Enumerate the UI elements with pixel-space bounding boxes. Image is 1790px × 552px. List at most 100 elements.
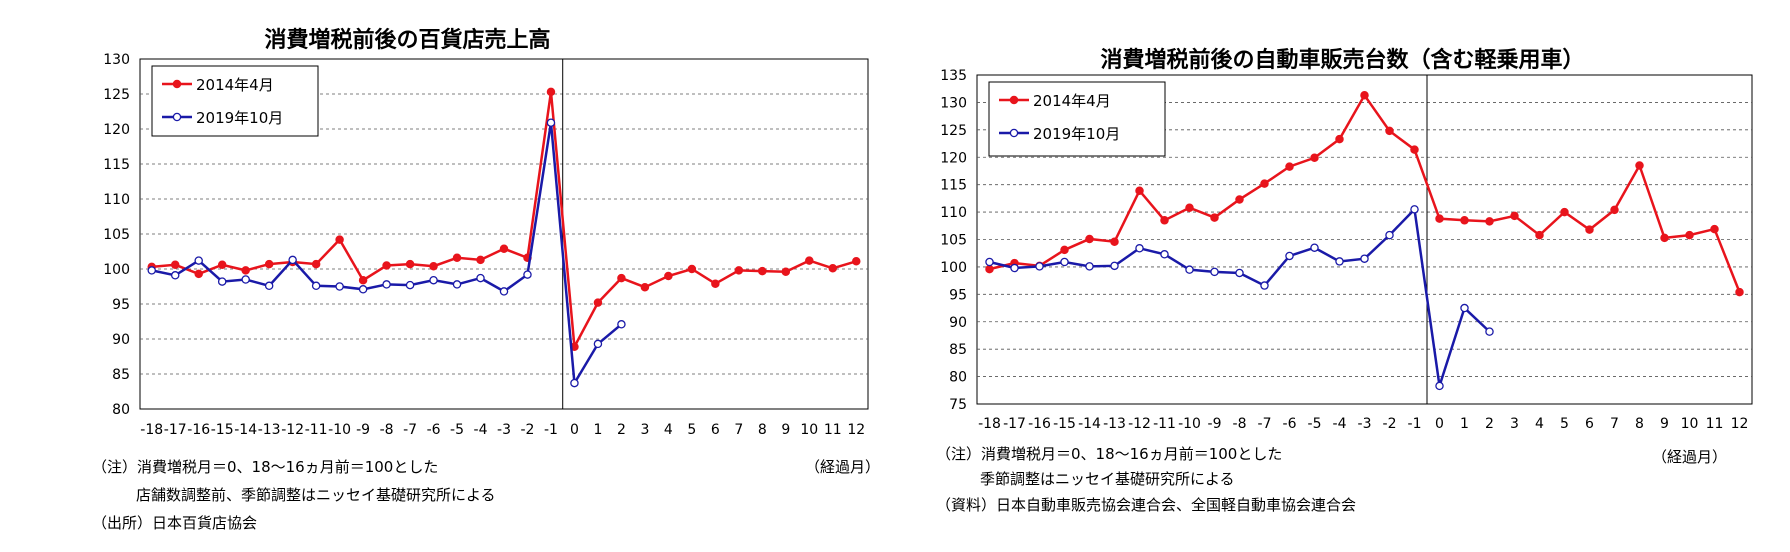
data-point: [217, 277, 227, 286]
data-point: [264, 281, 274, 291]
y-tick-label: 85: [112, 367, 130, 383]
x-tick-label: -12: [1128, 416, 1151, 432]
data-point: [1385, 126, 1394, 136]
data-point: [1085, 234, 1094, 244]
x-tick-label: 1: [1460, 416, 1469, 432]
data-point: [1710, 224, 1719, 234]
x-tick-label: -18: [978, 416, 1001, 432]
data-point: [1435, 381, 1444, 391]
data-point: [1635, 161, 1644, 170]
data-point: [476, 255, 485, 265]
x-tick-label: 5: [1560, 416, 1569, 432]
x-tick-label: -14: [234, 422, 257, 438]
data-point: [546, 118, 556, 127]
data-point: [1335, 257, 1344, 266]
y-tick-label: 120: [103, 122, 130, 138]
y-tick-label: 105: [940, 233, 967, 249]
x-tick-label: -14: [1078, 416, 1101, 432]
data-point: [781, 267, 791, 277]
data-point: [1460, 303, 1469, 313]
x-tick-label: -17: [1003, 416, 1026, 432]
data-point: [1260, 179, 1269, 188]
data-point: [1135, 186, 1144, 195]
data-point: [429, 261, 438, 271]
data-point: [852, 257, 861, 266]
data-point: [687, 264, 697, 274]
x-tick-label: 12: [847, 422, 865, 438]
y-tick-label: 90: [949, 315, 967, 331]
x-tick-label: -11: [1153, 416, 1176, 432]
data-point: [264, 259, 274, 269]
legend-marker: [1009, 95, 1019, 105]
data-point: [640, 282, 650, 292]
y-tick-label: 125: [103, 87, 130, 103]
y-tick-label: 120: [940, 150, 967, 166]
series-line: [151, 122, 623, 388]
x-tick-label: 4: [664, 422, 673, 438]
data-point: [382, 280, 391, 289]
legend-marker: [172, 112, 182, 122]
data-point: [241, 266, 250, 275]
x-tick-label: -4: [474, 422, 488, 438]
x-tick-label: -1: [1408, 416, 1422, 432]
y-tick-label: 130: [103, 52, 130, 68]
data-point: [194, 269, 203, 279]
x-tick-label: -7: [403, 422, 417, 438]
data-point: [358, 275, 368, 285]
x-tick-label: -10: [328, 422, 351, 438]
data-point: [711, 279, 720, 288]
data-point: [1235, 195, 1244, 204]
data-point: [1685, 230, 1694, 240]
note-line-1: （注）消費増税月＝0、18～16ヵ月前＝100とした: [936, 445, 1283, 463]
x-tick-label: -12: [281, 422, 304, 438]
x-tick-label: -17: [164, 422, 187, 438]
y-tick-label: 110: [103, 192, 130, 208]
x-tick-label: 0: [570, 422, 579, 438]
data-point: [1135, 244, 1144, 253]
x-axis-unit: （経過月）: [1652, 448, 1728, 466]
data-point: [476, 273, 485, 283]
legend-label: 2014年4月: [1033, 92, 1111, 110]
data-point: [1360, 254, 1369, 263]
y-tick-label: 95: [949, 287, 967, 303]
source-note: （出所）日本百貨店協会: [92, 514, 258, 532]
data-point: [1460, 216, 1469, 225]
data-point: [1060, 257, 1069, 267]
data-point: [546, 87, 556, 97]
data-point: [1485, 327, 1494, 336]
data-point: [1735, 287, 1744, 297]
x-tick-label: -16: [187, 422, 210, 438]
y-tick-label: 85: [949, 342, 967, 358]
data-point: [570, 378, 579, 388]
y-tick-label: 100: [103, 262, 130, 278]
data-point: [499, 287, 509, 296]
x-tick-label: 2: [617, 422, 626, 438]
legend-box: [151, 65, 319, 137]
data-point: [593, 298, 603, 307]
x-tick-label: 3: [640, 422, 649, 438]
legend-label: 2019年10月: [196, 109, 283, 127]
data-point: [985, 257, 994, 267]
data-point: [1110, 237, 1119, 246]
y-tick-label: 130: [940, 95, 967, 111]
chart-title: 消費増税前後の百貨店売上高: [264, 28, 551, 53]
data-point: [1285, 162, 1294, 171]
x-tick-label: -6: [1283, 416, 1297, 432]
data-point: [499, 244, 509, 253]
x-tick-label: -5: [450, 422, 464, 438]
data-point: [617, 273, 626, 283]
chart-title: 消費増税前後の自動車販売台数（含む軽乗用車）: [1100, 48, 1585, 73]
data-point: [1310, 153, 1319, 163]
data-point: [758, 266, 767, 276]
data-point: [382, 261, 391, 270]
data-point: [1235, 268, 1244, 278]
chart-panel-department-store: 消費増税前後の百貨店売上高 80 85 90 95 100 105 110 115 120 125…: [92, 28, 880, 532]
y-tick-label: 115: [103, 157, 130, 173]
data-point: [1260, 281, 1269, 290]
note-line-2: 季節調整はニッセイ基礎研究所による: [980, 470, 1235, 488]
data-point: [1560, 207, 1569, 217]
x-tick-label: -8: [380, 422, 394, 438]
data-point: [1585, 225, 1594, 234]
data-point: [1010, 263, 1019, 273]
